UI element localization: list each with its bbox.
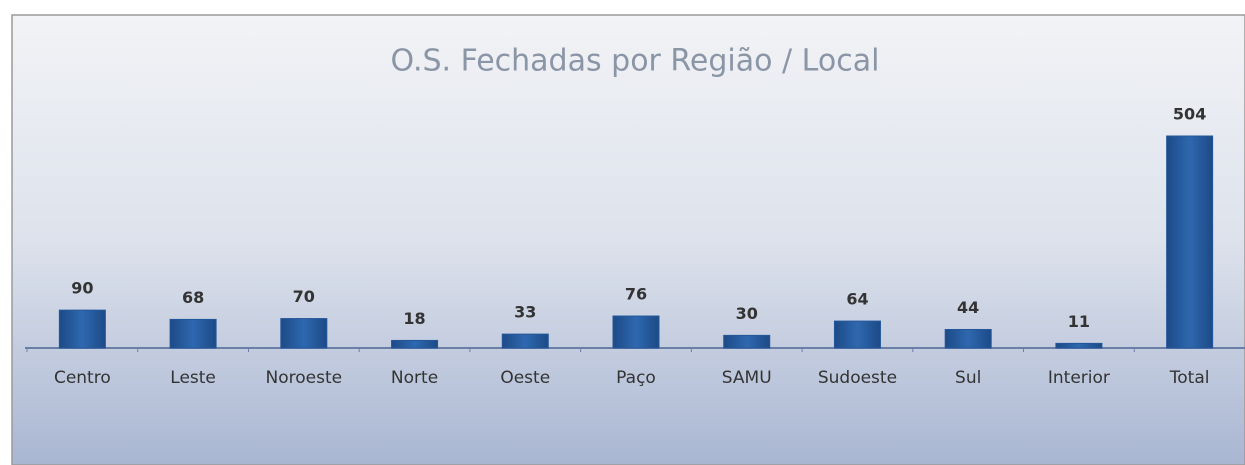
x-tick-label: Oeste [500,368,550,388]
x-tick-label: Leste [170,368,216,388]
value-label: 18 [403,309,425,328]
bar [169,318,217,349]
value-label: 90 [71,279,93,298]
x-tick-label: Noroeste [266,368,343,388]
value-label: 504 [1173,105,1206,124]
value-label: 33 [514,303,536,322]
bar [391,339,439,349]
bar [944,328,992,349]
plot-background [11,14,1245,465]
x-tick-label: Sudoeste [818,368,897,388]
bar [612,315,660,349]
value-label: 68 [182,288,204,307]
bar [501,333,549,349]
x-tick-label: Centro [54,368,111,388]
value-label: 44 [957,298,979,317]
bar [280,318,328,349]
x-tick-label: Interior [1048,368,1110,388]
bar [833,320,881,349]
x-tick-label: Sul [955,368,981,388]
bar [723,334,771,349]
x-tick-label: Paço [616,368,656,388]
x-tick-label: Norte [391,368,438,388]
bar [58,309,106,349]
value-label: 30 [736,304,758,323]
value-label: 76 [625,285,647,304]
value-label: 70 [293,287,315,306]
x-tick-label: Total [1169,368,1210,388]
bar [1055,342,1103,349]
x-tick-label: SAMU [722,368,772,388]
value-label: 64 [846,290,868,309]
chart-title: O.S. Fechadas por Região / Local [391,44,880,79]
bar [1166,135,1214,349]
value-label: 11 [1068,312,1090,331]
